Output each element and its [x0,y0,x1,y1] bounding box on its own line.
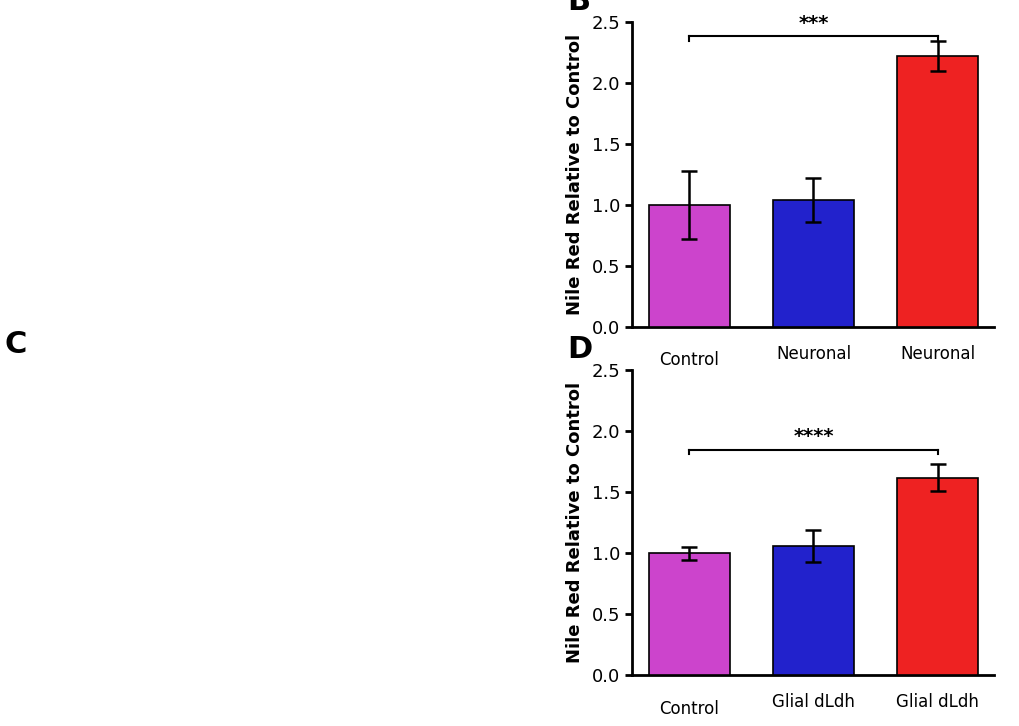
Y-axis label: Nile Red Relative to Control: Nile Red Relative to Control [565,382,583,664]
Text: ****: **** [793,427,833,446]
Text: Control: Control [658,700,718,717]
Text: Control: Control [658,351,718,369]
Text: Upregulation: Upregulation [883,431,990,449]
Bar [897,56,977,327]
Bar [648,553,729,675]
Text: D: D [567,335,592,364]
Text: Neuronal: Neuronal [899,345,974,363]
Bar [772,546,853,675]
Text: dLdh: dLdh [916,388,957,406]
Bar [648,205,729,327]
Bar [897,478,977,675]
Text: Glial dLdh: Glial dLdh [771,693,854,711]
Y-axis label: Nile Red Relative to Control: Nile Red Relative to Control [565,33,583,315]
Bar [772,200,853,327]
Text: B: B [567,0,590,16]
Text: Neuronal: Neuronal [775,345,850,363]
Text: A: A [5,0,29,4]
Text: dLdh: dLdh [793,388,833,406]
Text: Glial dLdh: Glial dLdh [896,693,978,711]
Text: Downregulation: Downregulation [747,431,878,449]
Text: ***: *** [798,14,827,33]
Text: C: C [5,330,28,359]
